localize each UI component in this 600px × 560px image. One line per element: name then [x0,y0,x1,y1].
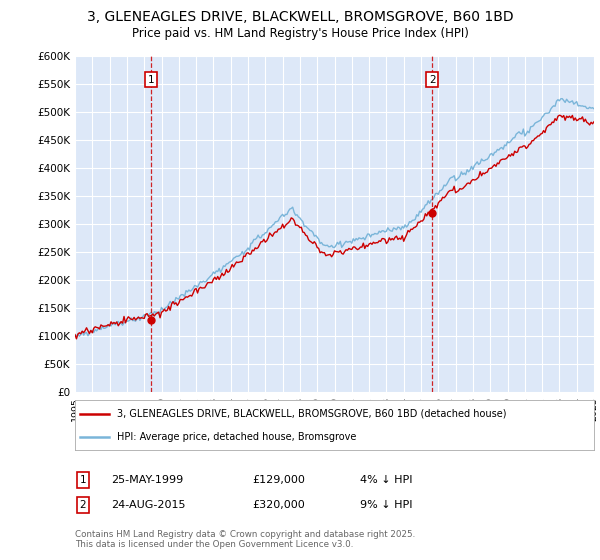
Text: 2: 2 [79,500,86,510]
Text: HPI: Average price, detached house, Bromsgrove: HPI: Average price, detached house, Brom… [116,432,356,441]
Text: £129,000: £129,000 [252,475,305,485]
Text: 2: 2 [429,74,436,85]
Text: 4% ↓ HPI: 4% ↓ HPI [360,475,413,485]
Text: 25-MAY-1999: 25-MAY-1999 [111,475,183,485]
Text: £320,000: £320,000 [252,500,305,510]
Text: Price paid vs. HM Land Registry's House Price Index (HPI): Price paid vs. HM Land Registry's House … [131,27,469,40]
Text: 3, GLENEAGLES DRIVE, BLACKWELL, BROMSGROVE, B60 1BD (detached house): 3, GLENEAGLES DRIVE, BLACKWELL, BROMSGRO… [116,408,506,418]
Text: 1: 1 [79,475,86,485]
Text: 24-AUG-2015: 24-AUG-2015 [111,500,185,510]
Text: 3, GLENEAGLES DRIVE, BLACKWELL, BROMSGROVE, B60 1BD: 3, GLENEAGLES DRIVE, BLACKWELL, BROMSGRO… [86,10,514,24]
Text: 9% ↓ HPI: 9% ↓ HPI [360,500,413,510]
Text: Contains HM Land Registry data © Crown copyright and database right 2025.
This d: Contains HM Land Registry data © Crown c… [75,530,415,549]
Text: 1: 1 [148,74,154,85]
